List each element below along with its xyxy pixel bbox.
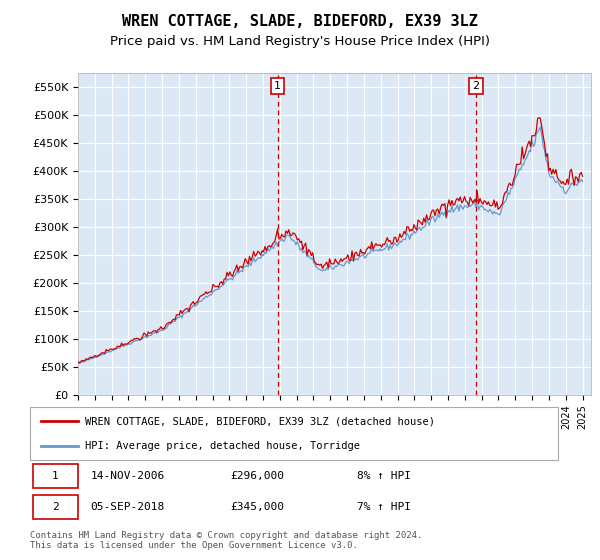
Text: 7% ↑ HPI: 7% ↑ HPI	[358, 502, 412, 512]
Text: 05-SEP-2018: 05-SEP-2018	[91, 502, 165, 512]
Text: WREN COTTAGE, SLADE, BIDEFORD, EX39 3LZ: WREN COTTAGE, SLADE, BIDEFORD, EX39 3LZ	[122, 14, 478, 29]
Text: Contains HM Land Registry data © Crown copyright and database right 2024.
This d: Contains HM Land Registry data © Crown c…	[30, 531, 422, 550]
Text: £296,000: £296,000	[230, 472, 284, 482]
Text: 8% ↑ HPI: 8% ↑ HPI	[358, 472, 412, 482]
Text: 14-NOV-2006: 14-NOV-2006	[91, 472, 165, 482]
Text: £345,000: £345,000	[230, 502, 284, 512]
Text: Price paid vs. HM Land Registry's House Price Index (HPI): Price paid vs. HM Land Registry's House …	[110, 35, 490, 48]
Text: 1: 1	[274, 81, 281, 91]
Text: 1: 1	[52, 472, 58, 482]
Text: 2: 2	[52, 502, 58, 512]
Bar	[32, 495, 77, 519]
Text: WREN COTTAGE, SLADE, BIDEFORD, EX39 3LZ (detached house): WREN COTTAGE, SLADE, BIDEFORD, EX39 3LZ …	[85, 417, 436, 427]
Text: HPI: Average price, detached house, Torridge: HPI: Average price, detached house, Torr…	[85, 441, 361, 451]
Bar	[32, 464, 77, 488]
Text: 2: 2	[473, 81, 479, 91]
